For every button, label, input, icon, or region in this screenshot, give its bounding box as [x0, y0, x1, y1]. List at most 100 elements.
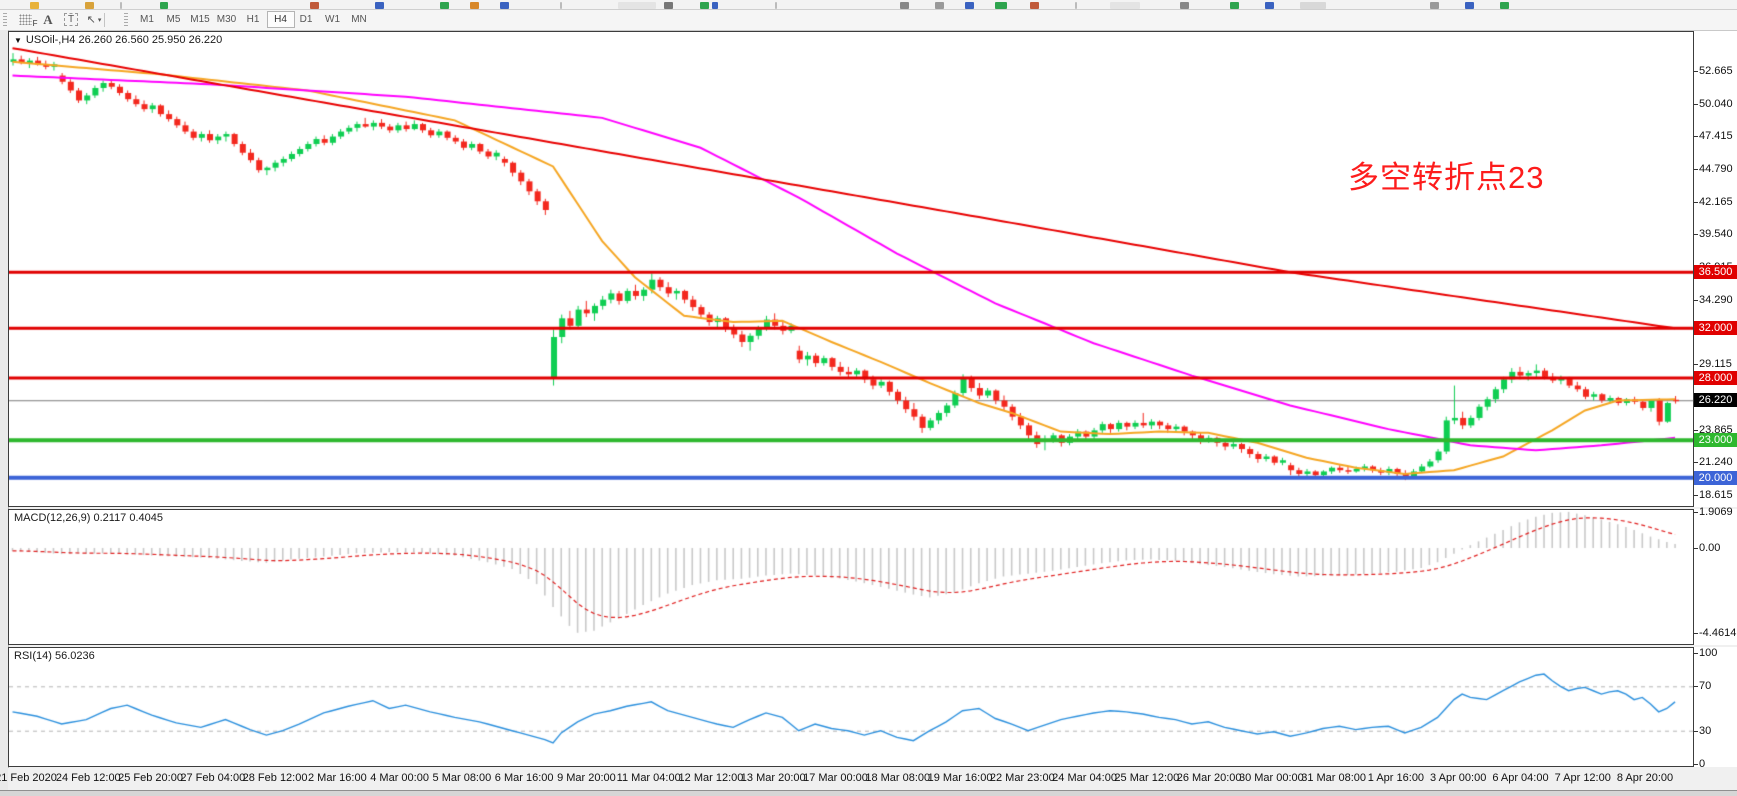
- time-label: 9 Mar 20:00: [557, 772, 616, 784]
- clipped-upper-toolbar: [0, 0, 1737, 10]
- toolbar-icon-fragment: [1300, 2, 1326, 9]
- price-level-box: 36.500: [1694, 265, 1737, 280]
- macd-canvas[interactable]: [9, 510, 1693, 644]
- timeframe-button-m1[interactable]: M1: [140, 14, 154, 25]
- price-tick: 52.665: [1694, 65, 1733, 77]
- macd-axis[interactable]: 1.9069 0.00 -4.4614: [1693, 506, 1737, 645]
- window-bottom-edge: [0, 790, 1737, 796]
- main-price-pane: ▼ USOil-,H4 26.260 26.560 25.950 26.220: [8, 31, 1694, 507]
- rsi-canvas[interactable]: [9, 648, 1693, 766]
- toolbar-icon-fragment: [500, 2, 509, 9]
- time-label: 26 Mar 20:00: [1176, 772, 1242, 784]
- price-chart-canvas[interactable]: [9, 32, 1693, 506]
- toolbar-icon-fragment: [560, 2, 562, 9]
- time-label: 27 Feb 04:00: [180, 772, 246, 784]
- price-tick: 23.865: [1694, 423, 1733, 436]
- toolbar-icon-fragment: [775, 2, 777, 9]
- macd-label: MACD(12,26,9) 0.2117 0.4045: [14, 512, 163, 524]
- arrows-tool[interactable]: ↖ ▾: [86, 14, 102, 26]
- price-level-box: 26.220: [1694, 393, 1737, 408]
- toolbar-icon-fragment: [310, 2, 319, 9]
- time-label: 25 Feb 20:00: [118, 772, 183, 784]
- timeframe-button-m15[interactable]: M15: [190, 14, 210, 25]
- price-tick: 50.040: [1694, 97, 1733, 110]
- time-label: 2 Mar 16:00: [307, 772, 367, 784]
- fibo-grid-tool[interactable]: F: [12, 11, 38, 28]
- chart-toolbar: F A T ↖ ▾ M1 M5 M15 M30 H1 H4 D1 W1 MN: [0, 10, 1737, 31]
- price-level-box: 28.000: [1694, 371, 1737, 386]
- price-level-box: 32.000: [1694, 321, 1737, 336]
- time-label: 13 Mar 20:00: [740, 772, 806, 784]
- timeframe-button-m5[interactable]: M5: [166, 14, 181, 25]
- toolbar-icon-fragment: [1465, 2, 1474, 9]
- toolbar-icon-fragment: [120, 2, 122, 9]
- time-label: 19 Mar 16:00: [927, 772, 993, 784]
- timeframe-button-mn[interactable]: MN: [351, 14, 367, 25]
- time-label: 3 Apr 00:00: [1430, 772, 1487, 784]
- price-axis[interactable]: 52.66550.04047.41544.79042.16539.54036.9…: [1694, 31, 1737, 507]
- rsi-pane: RSI(14) 56.0236: [8, 647, 1694, 767]
- toolbar-icon-fragment: [935, 2, 944, 9]
- chart-title-text: USOil-,H4 26.260 26.560 25.950 26.220: [25, 34, 223, 46]
- toolbar-icon-fragment: [1500, 2, 1509, 9]
- toolbar-icon-fragment: [664, 2, 673, 9]
- toolbar-icon-fragment: [900, 2, 909, 9]
- rsi-tick: 70: [1693, 680, 1712, 693]
- time-label: 6 Mar 16:00: [494, 772, 554, 784]
- price-level-box: 23.000: [1694, 433, 1737, 448]
- timeframe-button-d1[interactable]: D1: [299, 14, 313, 25]
- macd-pane: MACD(12,26,9) 0.2117 0.4045: [8, 509, 1694, 645]
- rsi-tick: 0: [1693, 758, 1706, 770]
- toolbar-icon-fragment: [1180, 2, 1189, 9]
- time-label: 24 Mar 04:00: [1052, 772, 1117, 784]
- toolbar-icon-fragment: [375, 2, 384, 9]
- toolbar-icon-fragment: [1075, 2, 1077, 9]
- time-label: 17 Mar 00:00: [803, 772, 868, 784]
- toolbar-icon-fragment: [160, 2, 168, 9]
- text-box-tool[interactable]: T: [58, 11, 84, 28]
- time-label: 1 Apr 16:00: [1367, 772, 1425, 784]
- time-label: 4 Mar 00:00: [370, 772, 429, 784]
- price-tick: 18.615: [1694, 488, 1733, 501]
- toolbar-icon-fragment: [965, 2, 974, 9]
- timeframe-button-w1[interactable]: W1: [325, 14, 340, 25]
- timeframe-button-m30[interactable]: M30: [216, 14, 237, 25]
- macd-tick: -4.4614: [1693, 626, 1737, 639]
- toolbar-drag-handle[interactable]: [3, 13, 7, 27]
- time-label: 21 Feb 2020: [0, 772, 57, 784]
- toolbar-icon-fragment: [712, 2, 718, 9]
- time-label: 24 Feb 12:00: [55, 772, 121, 784]
- toolbar-icon-fragment: [995, 2, 1007, 9]
- timeframe-button-h4[interactable]: H4: [266, 11, 295, 28]
- price-tick: 47.415: [1694, 130, 1733, 143]
- rsi-axis[interactable]: 100 70 30 0: [1693, 647, 1737, 770]
- toolbar-icon-fragment: [700, 2, 709, 9]
- chart-title: ▼ USOil-,H4 26.260 26.560 25.950 26.220: [14, 34, 222, 46]
- toolbar-drag-handle-2[interactable]: [124, 13, 128, 27]
- price-tick: 39.540: [1694, 228, 1733, 241]
- time-label: 11 Mar 04:00: [616, 772, 681, 784]
- time-label: 18 Mar 08:00: [865, 772, 931, 784]
- rsi-tick: 30: [1693, 724, 1712, 737]
- text-label-tool[interactable]: A: [43, 11, 53, 27]
- price-tick: 42.165: [1694, 195, 1733, 208]
- time-label: 28 Feb 12:00: [242, 772, 308, 784]
- timeframe-button-h1[interactable]: H1: [246, 14, 260, 25]
- price-tick: 21.240: [1694, 456, 1733, 469]
- time-axis[interactable]: 21 Feb 2020 24 Feb 12:00 25 Feb 20:00 27 Fe…: [0, 768, 1737, 790]
- toolbar-icon-fragment: [618, 2, 656, 9]
- toolbar-icon-fragment: [1110, 2, 1140, 9]
- price-level-box: 20.000: [1694, 470, 1737, 485]
- rsi-tick: 100: [1693, 647, 1718, 659]
- chart-text-annotation: 多空转折点23: [1348, 160, 1545, 195]
- macd-tick: 0.00: [1693, 542, 1721, 554]
- toolbar-icon-fragment: [470, 2, 479, 9]
- chart-title-dropdown-icon[interactable]: ▼: [14, 35, 22, 45]
- toolbar-separator: [104, 13, 105, 27]
- time-label: 31 Mar 08:00: [1301, 772, 1367, 784]
- time-label: 6 Apr 04:00: [1492, 772, 1549, 784]
- time-label: 8 Apr 20:00: [1616, 772, 1674, 784]
- toolbar-icon-fragment: [1230, 2, 1239, 9]
- price-tick: 29.115: [1694, 358, 1732, 371]
